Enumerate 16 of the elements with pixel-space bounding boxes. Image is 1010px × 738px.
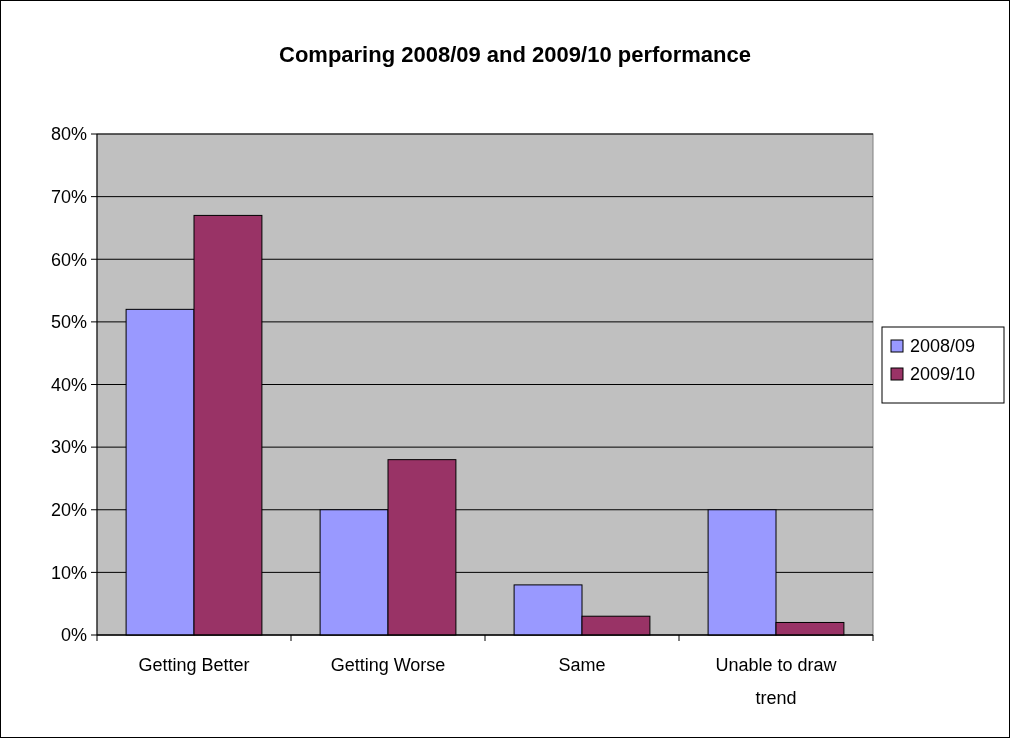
x-tick-label: Getting Worse — [330, 655, 446, 675]
legend-label: 2009/10 — [910, 364, 976, 385]
x-tick-label: Unable to draw trend — [715, 655, 838, 708]
y-tick-label: 10% — [50, 562, 87, 583]
y-tick-label: 50% — [50, 312, 87, 333]
y-tick-label: 70% — [50, 186, 87, 207]
legend-label: 2008/09 — [910, 336, 976, 357]
y-tick-label: 30% — [50, 437, 87, 458]
y-tick-label: 80% — [50, 124, 87, 145]
y-tick-label: 0% — [60, 625, 87, 646]
x-tick-label: Same — [558, 655, 606, 675]
x-tick-label: Getting Better — [138, 655, 250, 675]
chart-title: Comparing 2008/09 and 2009/10 performance — [279, 42, 751, 67]
y-tick-label: 20% — [50, 500, 87, 521]
y-tick-label: 40% — [50, 374, 87, 395]
y-tick-label: 60% — [50, 249, 87, 270]
